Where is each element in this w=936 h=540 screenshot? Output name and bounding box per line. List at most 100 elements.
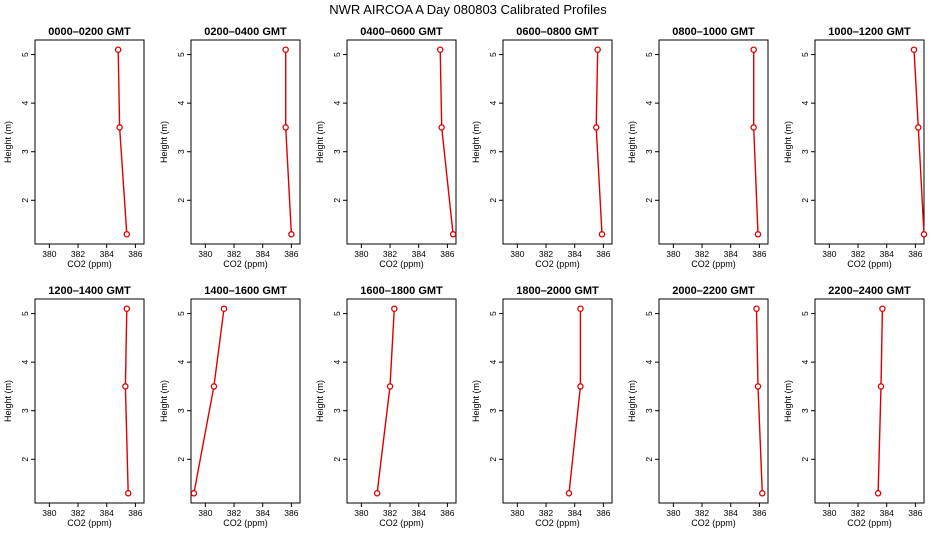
x-axis-label: CO2 (ppm) bbox=[67, 259, 112, 269]
profile-panel: 1200–1400 GMT 380 382 384 386 2 3 4 5 CO2 (ppm) He… bbox=[3, 285, 145, 528]
profile-line bbox=[753, 49, 759, 235]
profile-line bbox=[913, 49, 925, 235]
y-tick-label: 2 bbox=[176, 198, 186, 203]
y-tick-label: 4 bbox=[800, 101, 810, 106]
data-point bbox=[391, 305, 398, 312]
x-tick-label: 382 bbox=[695, 508, 709, 518]
profile-line bbox=[755, 308, 763, 494]
x-tick-label: 384 bbox=[412, 508, 426, 518]
profile-panel: 1600–1800 GMT 380 382 384 386 2 3 4 5 CO2 (ppm) He… bbox=[315, 285, 457, 528]
data-point bbox=[282, 124, 289, 131]
y-tick-label: 2 bbox=[800, 198, 810, 203]
x-axis-label: CO2 (ppm) bbox=[379, 518, 424, 528]
plot-frame bbox=[346, 298, 457, 504]
y-axis-label: Height (m) bbox=[3, 380, 13, 422]
panel-title: 2000–2200 GMT bbox=[672, 285, 755, 297]
plot-frame bbox=[814, 39, 925, 245]
x-tick-label: 382 bbox=[539, 508, 553, 518]
data-point bbox=[577, 383, 584, 390]
y-tick-label: 2 bbox=[488, 457, 498, 462]
profile-line bbox=[124, 308, 129, 494]
panel-title: 0600–0800 GMT bbox=[516, 26, 599, 38]
data-point bbox=[124, 490, 132, 497]
y-tick-label: 4 bbox=[488, 101, 498, 106]
x-tick-label: 384 bbox=[100, 508, 114, 518]
data-point bbox=[592, 124, 600, 131]
x-tick-label: 382 bbox=[695, 249, 709, 259]
y-tick-label: 4 bbox=[488, 360, 498, 365]
y-tick-label: 3 bbox=[644, 408, 654, 413]
y-axis-label: Height (m) bbox=[627, 380, 637, 422]
x-axis-label: CO2 (ppm) bbox=[223, 518, 268, 528]
profile-line bbox=[376, 308, 395, 494]
y-tick-label: 5 bbox=[332, 52, 342, 57]
data-point bbox=[877, 383, 885, 390]
data-point bbox=[879, 305, 886, 312]
y-tick-label: 5 bbox=[20, 52, 30, 57]
x-tick-label: 380 bbox=[510, 249, 524, 259]
x-axis-label: CO2 (ppm) bbox=[535, 259, 580, 269]
x-tick-label: 382 bbox=[227, 508, 241, 518]
data-point bbox=[210, 383, 218, 390]
data-point bbox=[754, 383, 762, 390]
y-tick-label: 2 bbox=[332, 457, 342, 462]
profile-panel: 0200–0400 GMT 380 382 384 386 2 3 4 5 CO2 (ppm) He… bbox=[159, 26, 301, 269]
x-tick-label: 386 bbox=[596, 508, 610, 518]
y-tick-label: 3 bbox=[176, 149, 186, 154]
x-tick-label: 384 bbox=[880, 508, 894, 518]
x-tick-label: 386 bbox=[908, 249, 922, 259]
x-tick-label: 386 bbox=[908, 508, 922, 518]
y-tick-label: 5 bbox=[644, 311, 654, 316]
plot-frame bbox=[190, 298, 301, 504]
panel-title: 0200–0400 GMT bbox=[204, 26, 287, 38]
x-tick-label: 384 bbox=[724, 508, 738, 518]
data-point bbox=[123, 305, 131, 312]
plot-frame bbox=[814, 298, 925, 504]
x-tick-label: 386 bbox=[128, 508, 142, 518]
panel-title: 2200–2400 GMT bbox=[828, 285, 911, 297]
y-tick-label: 5 bbox=[800, 52, 810, 57]
x-tick-label: 380 bbox=[354, 508, 368, 518]
x-tick-label: 382 bbox=[851, 508, 865, 518]
x-tick-label: 386 bbox=[284, 249, 298, 259]
panel-title: 0800–1000 GMT bbox=[672, 26, 755, 38]
x-tick-label: 384 bbox=[568, 508, 582, 518]
data-point bbox=[594, 46, 601, 53]
y-tick-label: 2 bbox=[644, 198, 654, 203]
y-tick-label: 4 bbox=[20, 101, 30, 106]
data-point bbox=[577, 305, 584, 312]
data-point bbox=[436, 46, 444, 53]
data-point bbox=[598, 231, 606, 238]
panel-title: 1800–2000 GMT bbox=[516, 285, 599, 297]
x-axis-label: CO2 (ppm) bbox=[223, 259, 268, 269]
x-tick-label: 386 bbox=[752, 249, 766, 259]
x-tick-label: 382 bbox=[383, 249, 397, 259]
profile-panel: 2000–2200 GMT 380 382 384 386 2 3 4 5 CO2 (ppm) He… bbox=[627, 285, 769, 528]
y-tick-label: 4 bbox=[20, 360, 30, 365]
y-tick-label: 5 bbox=[800, 311, 810, 316]
profile-line bbox=[595, 49, 603, 235]
data-point bbox=[874, 490, 882, 497]
data-point bbox=[116, 124, 123, 131]
y-axis-label: Height (m) bbox=[783, 380, 793, 422]
data-point bbox=[750, 124, 757, 131]
y-axis-label: Height (m) bbox=[471, 121, 481, 163]
panel-title: 0400–0600 GMT bbox=[360, 26, 443, 38]
x-tick-label: 380 bbox=[822, 249, 836, 259]
y-tick-label: 2 bbox=[644, 457, 654, 462]
x-tick-label: 380 bbox=[666, 508, 680, 518]
x-tick-label: 382 bbox=[71, 508, 85, 518]
data-point bbox=[565, 490, 573, 497]
plot-frame bbox=[658, 39, 769, 245]
profile-panel: 0000–0200 GMT 380 382 384 386 2 3 4 5 CO2 (ppm) He… bbox=[3, 26, 145, 269]
y-tick-label: 3 bbox=[176, 408, 186, 413]
data-point bbox=[750, 46, 757, 53]
data-point bbox=[282, 46, 289, 53]
profile-panel: 0400–0600 GMT 380 382 384 386 2 3 4 5 CO2 (ppm) He… bbox=[315, 26, 457, 269]
x-tick-label: 384 bbox=[100, 249, 114, 259]
x-tick-label: 384 bbox=[256, 249, 270, 259]
y-axis-label: Height (m) bbox=[3, 121, 13, 163]
y-tick-label: 4 bbox=[332, 360, 342, 365]
profile-line bbox=[285, 49, 293, 235]
plot-frame bbox=[190, 39, 301, 245]
